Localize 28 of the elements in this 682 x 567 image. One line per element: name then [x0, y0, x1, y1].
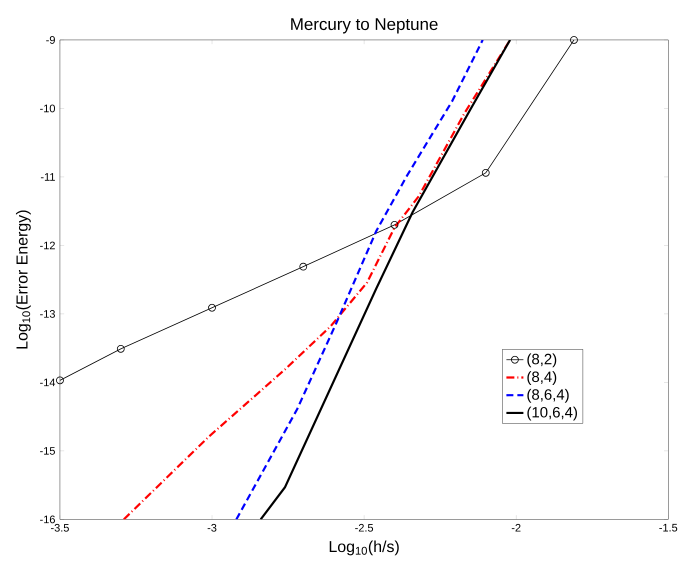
y-tick-label: -16 — [40, 515, 55, 524]
point — [482, 168, 490, 177]
legend-label: (8,2) — [527, 353, 556, 368]
x-tick-label: -2.5 — [355, 524, 374, 532]
y-tick-label: -15 — [40, 446, 55, 455]
legend-label: (8,4) — [527, 370, 556, 385]
y-axis-title: Log$_{10}$(Error Energy) — [16, 210, 31, 348]
y-tick-label: -11 — [40, 173, 55, 181]
x-axis-title: Log$_{10}$(h/s) — [330, 540, 399, 556]
chart-title: Mercury to Neptune — [291, 18, 438, 34]
x-tick-label: -3.5 — [50, 524, 69, 532]
point — [390, 220, 398, 229]
y-tick-label: -10 — [40, 104, 55, 112]
y-tick-label: -12 — [40, 241, 55, 250]
line-series — [235, 40, 484, 520]
point — [299, 262, 308, 270]
legend-label: (8,6,4) — [527, 388, 569, 403]
x-tick-label: -2 — [512, 524, 520, 532]
y-tick-label: -13 — [40, 310, 55, 318]
x-tick-label: -3 — [208, 524, 216, 532]
point — [570, 36, 578, 44]
legend-label: (10,6,4) — [527, 406, 577, 420]
y-tick-label: -14 — [40, 378, 56, 386]
x-tick-label: -1.5 — [659, 524, 678, 532]
point — [208, 304, 216, 312]
y-tick-label: -9 — [46, 36, 55, 44]
point — [116, 344, 125, 353]
point — [56, 376, 64, 384]
